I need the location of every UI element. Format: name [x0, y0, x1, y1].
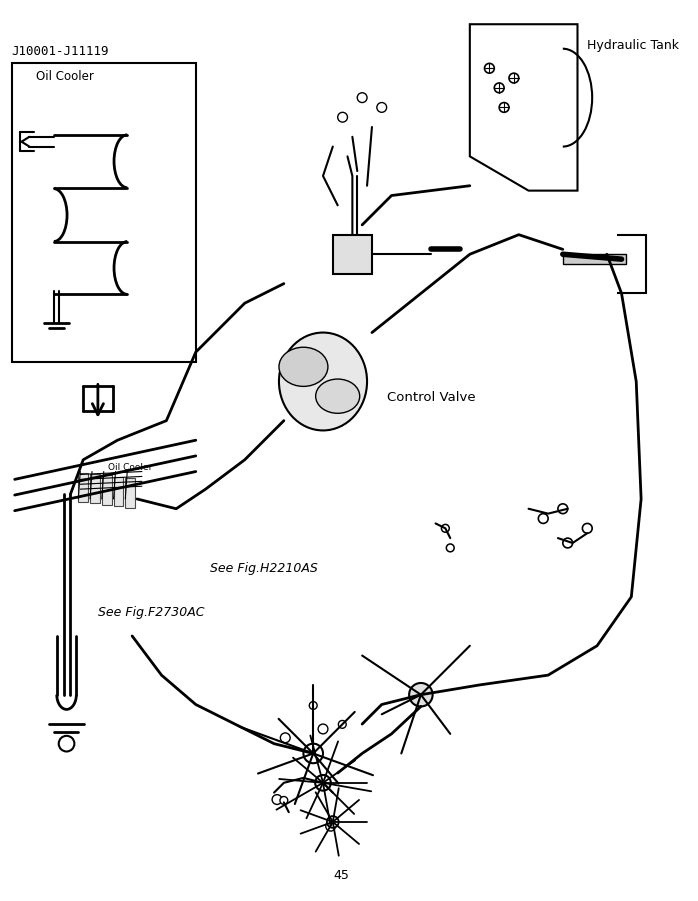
- Circle shape: [59, 736, 75, 751]
- Circle shape: [339, 721, 346, 728]
- Text: Oil Cooler: Oil Cooler: [107, 462, 152, 471]
- Circle shape: [318, 724, 328, 733]
- Text: See Fig.F2730AC: See Fig.F2730AC: [98, 606, 205, 619]
- Ellipse shape: [279, 347, 328, 387]
- Circle shape: [499, 103, 509, 113]
- Circle shape: [326, 822, 336, 831]
- Circle shape: [357, 93, 367, 103]
- Bar: [114, 477, 124, 506]
- Circle shape: [441, 524, 450, 532]
- Bar: [125, 478, 135, 508]
- Bar: [102, 476, 112, 505]
- Ellipse shape: [315, 379, 359, 414]
- Bar: [12, 63, 195, 362]
- Circle shape: [446, 544, 454, 551]
- Text: Hydraulic Tank: Hydraulic Tank: [587, 39, 679, 51]
- Text: 45: 45: [334, 869, 350, 882]
- Circle shape: [272, 795, 282, 805]
- Circle shape: [377, 103, 387, 113]
- Text: See Fig.H2210AS: See Fig.H2210AS: [210, 562, 318, 576]
- Circle shape: [538, 514, 548, 523]
- Circle shape: [304, 743, 323, 763]
- Text: Control Valve: Control Valve: [387, 391, 475, 404]
- Circle shape: [409, 683, 433, 706]
- Circle shape: [494, 83, 504, 93]
- Circle shape: [484, 63, 494, 73]
- Bar: [333, 234, 372, 274]
- Circle shape: [327, 816, 339, 828]
- Bar: [78, 472, 88, 502]
- Text: J10001-J11119: J10001-J11119: [12, 45, 110, 59]
- Bar: [563, 254, 626, 264]
- Ellipse shape: [279, 332, 367, 431]
- Circle shape: [280, 796, 288, 805]
- Circle shape: [509, 73, 519, 83]
- Text: Oil Cooler: Oil Cooler: [36, 70, 94, 83]
- Circle shape: [563, 538, 572, 548]
- Circle shape: [281, 733, 290, 742]
- Circle shape: [309, 702, 317, 709]
- Circle shape: [582, 523, 592, 533]
- Bar: [90, 474, 100, 504]
- Circle shape: [315, 775, 331, 791]
- Circle shape: [558, 504, 567, 514]
- Circle shape: [338, 113, 348, 123]
